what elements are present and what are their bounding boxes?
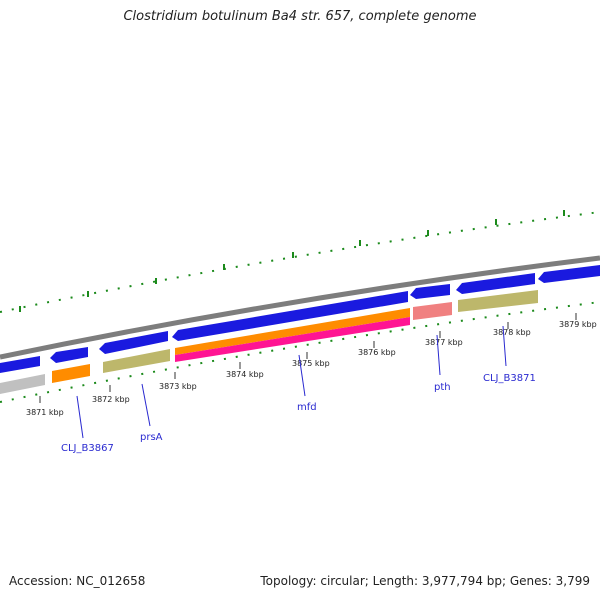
gene-label: pth [434, 382, 451, 393]
kbp-label: 3878 kbp [493, 328, 531, 337]
kbp-label: 3877 kbp [425, 338, 463, 347]
gene-feature-orange-long [175, 308, 410, 355]
kbp-label: 3876 kbp [358, 348, 396, 357]
cds-arrow [99, 331, 168, 354]
gene-label-leaders [76, 325, 507, 439]
gene-feature-khaki [103, 349, 170, 373]
cds-arrow [50, 347, 88, 363]
gene-label: mfd [297, 402, 317, 413]
kbp-label: 3871 kbp [26, 408, 64, 417]
gene-label: CLJ_B3871 [483, 373, 536, 384]
gene-row [0, 290, 538, 394]
genome-backbone [0, 255, 600, 360]
gene-feature-salmon [413, 302, 452, 320]
genome-summary-text: Topology: circular; Length: 3,977,794 bp… [260, 574, 590, 588]
cds-arrow [410, 284, 450, 299]
gc-dots-outer [0, 211, 600, 313]
kbp-label: 3874 kbp [226, 370, 264, 379]
gc-dots-inner [0, 301, 600, 403]
accession-text: Accession: NC_012658 [9, 574, 146, 588]
cds-arrow [538, 265, 600, 283]
kbp-label: 3879 kbp [559, 320, 597, 329]
gene-feature-magenta [175, 317, 410, 362]
outer-major-ticks [19, 210, 565, 312]
gene-feature-orange [52, 364, 90, 383]
cds-arrow [0, 356, 40, 373]
kbp-ticks [39, 313, 577, 403]
gene-feature-khaki [458, 290, 538, 312]
gene-label: CLJ_B3867 [61, 443, 114, 454]
kbp-label: 3873 kbp [159, 382, 197, 391]
kbp-label: 3875 kbp [292, 359, 330, 368]
gene-feature-grey [0, 374, 45, 394]
kbp-label: 3872 kbp [92, 395, 130, 404]
gene-label: prsA [140, 432, 163, 443]
cds-arrow [456, 273, 535, 294]
map-title: Clostridium botulinum Ba4 str. 657, comp… [123, 9, 477, 24]
cds-arrow [172, 291, 408, 341]
cds-row [0, 265, 600, 373]
